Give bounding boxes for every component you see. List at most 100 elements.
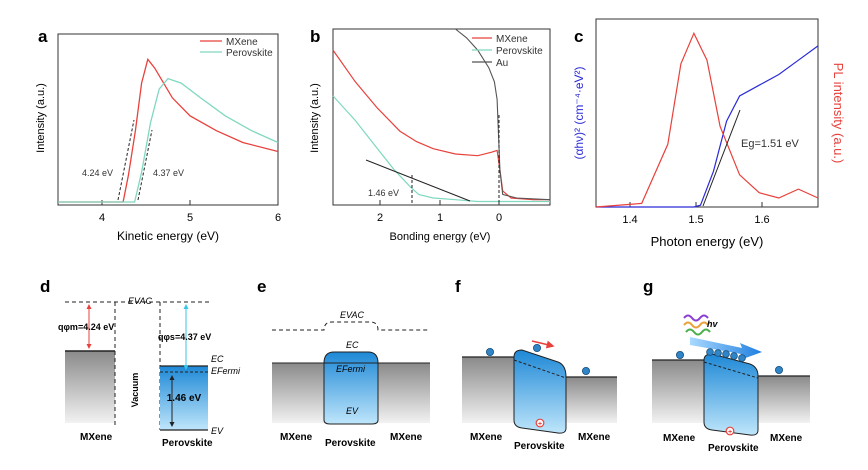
plot-frame-c — [595, 18, 819, 208]
mxene-left-label-g: MXene — [663, 433, 696, 444]
hole-sign-g: + — [728, 429, 732, 436]
panel-letter-d: d — [40, 277, 50, 296]
ylabel-a: Intensity (a.u.) — [35, 83, 47, 153]
series-a-perovskite-line — [58, 77, 279, 203]
mxene-right-label-g: MXene — [770, 433, 803, 444]
annotation-c-eg: Eg=1.51 eV — [741, 138, 799, 150]
fermi-line-g — [703, 361, 759, 379]
evac-label-d: EVAC — [128, 296, 153, 306]
xtick-label-b-1: 2 — [377, 212, 383, 224]
photon-wave-2 — [683, 321, 709, 329]
photon-wave-1 — [683, 314, 709, 322]
mxene-left-label-f: MXene — [470, 432, 503, 443]
vacuum-level-line-e — [272, 321, 430, 331]
mxene-right-label-f: MXene — [578, 432, 611, 443]
fit-line-b-perovskite — [365, 159, 471, 202]
photon-wave-3 — [685, 328, 711, 336]
xtick-label-a-2: 5 — [187, 212, 193, 224]
ylabel-c-right: PL intensity (a.u.) — [831, 63, 846, 164]
perovskite-block-e — [323, 351, 379, 425]
vacuum-label-d: Vacuum — [130, 373, 140, 408]
hole-sign-f: + — [538, 421, 542, 428]
panel-d: d EVAC qφm=4.24 eV MXene Vacuum qφs=4.37… — [40, 277, 241, 449]
hole-f — [535, 418, 545, 428]
legend-a-mxene: MXene — [226, 37, 258, 48]
mxene-block-d — [65, 351, 115, 423]
panel-letter-g: g — [643, 277, 653, 296]
fit-line-c-tauc — [702, 109, 741, 207]
ec-label-d: EC — [211, 354, 224, 364]
perovskite-label-e: Perovskite — [325, 438, 376, 449]
panel-letter-f: f — [455, 277, 461, 296]
phi-m-label: qφm=4.24 eV — [58, 322, 114, 332]
series-b-mxene-line — [332, 49, 550, 201]
ylabel-c-left: (αhν)² (cm⁻⁴·eV²) — [572, 66, 586, 159]
panel-a: a 4 5 6 Kinetic energy (eV) Intensity (a… — [35, 27, 281, 243]
xtick-label-b-3: 0 — [496, 212, 502, 224]
fit-line-a-perovskite — [137, 129, 153, 201]
panel-b: b 2 1 0 Bonding energy (eV) Intensity (a… — [309, 27, 551, 243]
perovskite-label-g: Perovskite — [708, 443, 759, 454]
mxene-left-block-e — [272, 363, 325, 423]
electron-g-5 — [730, 352, 738, 360]
annotation-a-4.24: 4.24 eV — [82, 168, 113, 178]
legend-b-mxene: MXene — [496, 34, 528, 45]
bandgap-label-d: 1.46 eV — [167, 393, 202, 404]
hole-g — [725, 426, 735, 436]
panel-letter-a: a — [38, 27, 48, 46]
electron-f-3 — [582, 366, 591, 375]
mxene-right-block-e — [377, 363, 430, 423]
legend-b-au: Au — [496, 58, 508, 69]
plot-frame-a — [57, 33, 279, 206]
xlabel-a: Kinetic energy (eV) — [117, 229, 219, 243]
perovskite-label-d: Perovskite — [162, 438, 213, 449]
panel-c: c 1.4 1.5 1.6 Photon energy (eV) (αhν)² … — [572, 18, 846, 249]
electron-f-1 — [485, 347, 494, 356]
electron-g-2 — [706, 348, 714, 356]
evac-label-e: EVAC — [340, 310, 365, 320]
panel-letter-c: c — [574, 27, 583, 46]
photon-label-g: hv — [707, 319, 718, 329]
panel-letter-e: e — [257, 277, 266, 296]
xtick-label-b-2: 1 — [437, 212, 443, 224]
electron-drift-arrow-f — [531, 340, 555, 349]
mxene-left-block-g — [652, 360, 704, 423]
panel-g: g hv + MXene Perovskite MXene — [643, 277, 810, 454]
mxene-left-block-f — [462, 357, 514, 423]
fit-line-a-mxene — [117, 119, 135, 201]
electron-g-3 — [714, 349, 722, 357]
ev-label-e: EV — [346, 406, 359, 416]
fermi-line-f — [513, 359, 567, 379]
plot-frame-b — [332, 28, 551, 206]
electron-g-4 — [722, 350, 730, 358]
mxene-left-label-e: MXene — [280, 432, 313, 443]
annotation-b-1.46: 1.46 eV — [368, 188, 399, 198]
xtick-label-c-1: 1.4 — [622, 214, 637, 226]
electron-g-6 — [738, 354, 746, 362]
charge-transfer-arrow-g — [690, 337, 762, 360]
ec-label-e: EC — [346, 340, 359, 350]
electron-g-7 — [775, 365, 784, 374]
xtick-label-c-2: 1.5 — [688, 214, 703, 226]
xlabel-b: Bonding energy (eV) — [390, 231, 491, 243]
series-b-perovskite-line — [332, 95, 550, 203]
legend-b-perovskite: Perovskite — [496, 46, 543, 57]
xtick-label-c-3: 1.6 — [754, 214, 769, 226]
panel-letter-b: b — [310, 27, 320, 46]
perovskite-block-d — [160, 366, 208, 430]
xlabel-c: Photon energy (eV) — [651, 234, 764, 249]
series-c-pl-line — [595, 31, 819, 208]
efermi-label-d: EFermi — [211, 366, 241, 376]
phi-s-label: qφs=4.37 eV — [158, 332, 211, 342]
annotation-a-4.37: 4.37 eV — [153, 168, 184, 178]
mxene-right-label-e: MXene — [390, 432, 423, 443]
electron-f-2 — [533, 343, 542, 352]
ylabel-b: Intensity (a.u.) — [309, 83, 321, 153]
xtick-label-a-1: 4 — [99, 212, 105, 224]
series-a-mxene-line — [58, 57, 279, 203]
mxene-label-d: MXene — [80, 432, 113, 443]
mxene-right-block-g — [758, 376, 810, 423]
perovskite-label-f: Perovskite — [514, 441, 565, 452]
